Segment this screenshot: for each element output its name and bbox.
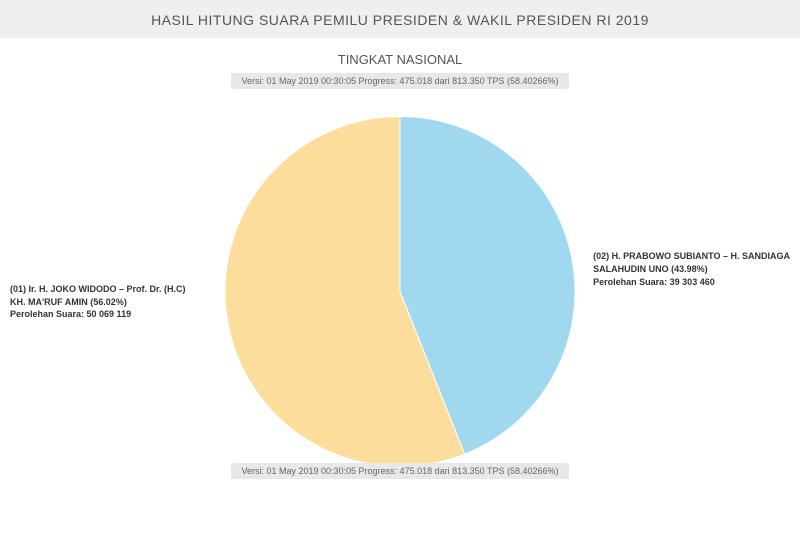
version-bar-bottom: Versi: 01 May 2019 00:30:05 Progress: 47… [0, 463, 800, 479]
candidate-label-02: (02) H. PRABOWO SUBIANTO – H. SANDIAGA S… [593, 251, 790, 289]
candidate-label-01: (01) Ir. H. JOKO WIDODO – Prof. Dr. (H.C… [10, 283, 186, 321]
candidate-02-line3: Perolehan Suara: 39 303 460 [593, 276, 790, 289]
pie-chart [225, 117, 575, 472]
candidate-01-line3: Perolehan Suara: 50 069 119 [10, 308, 186, 321]
candidate-01-line1: (01) Ir. H. JOKO WIDODO – Prof. Dr. (H.C… [10, 283, 186, 296]
chart-area: (01) Ir. H. JOKO WIDODO – Prof. Dr. (H.C… [0, 89, 800, 499]
subtitle: TINGKAT NASIONAL [0, 38, 800, 73]
page-title: HASIL HITUNG SUARA PEMILU PRESIDEN & WAK… [0, 12, 800, 28]
candidate-02-line1: (02) H. PRABOWO SUBIANTO – H. SANDIAGA [593, 251, 790, 264]
candidate-01-line2: KH. MA'RUF AMIN (56.02%) [10, 296, 186, 309]
version-text-top: Versi: 01 May 2019 00:30:05 Progress: 47… [231, 73, 568, 89]
version-text-bottom: Versi: 01 May 2019 00:30:05 Progress: 47… [231, 463, 568, 479]
version-bar-top: Versi: 01 May 2019 00:30:05 Progress: 47… [0, 73, 800, 89]
watermark: ANTARANEWS.com [655, 511, 790, 527]
header-bar: HASIL HITUNG SUARA PEMILU PRESIDEN & WAK… [0, 0, 800, 38]
candidate-02-line2: SALAHUDIN UNO (43.98%) [593, 263, 790, 276]
